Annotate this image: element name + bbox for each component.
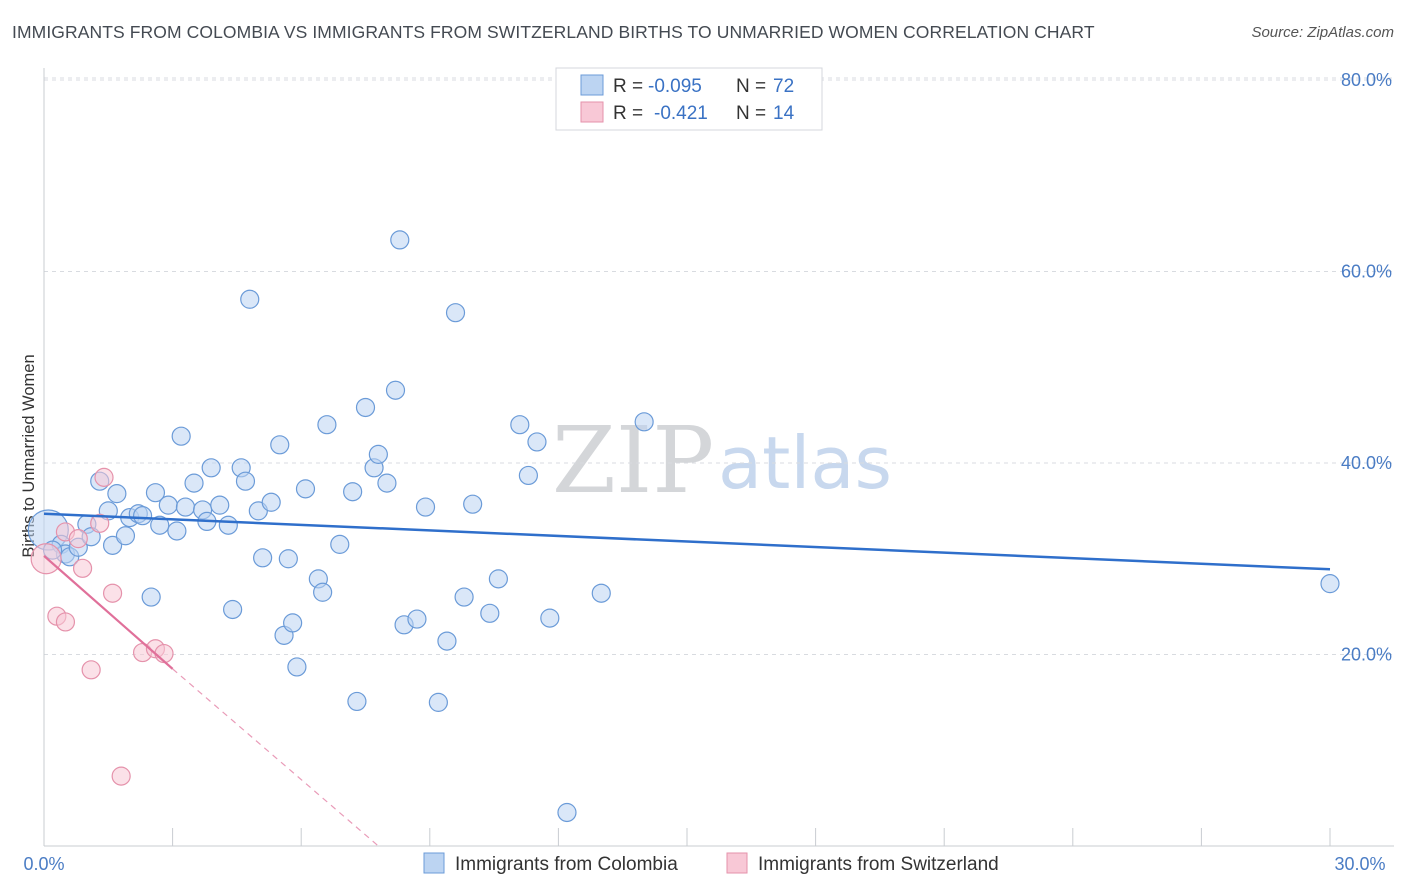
colombia-point xyxy=(261,492,281,512)
colombia-point xyxy=(235,471,256,491)
colombia-point xyxy=(540,608,560,628)
y-tick-labels: 20.0% 40.0% 60.0% 80.0% xyxy=(1341,70,1392,665)
legend-r-value-colombia: -0.095 xyxy=(648,76,702,97)
colombia-point xyxy=(150,515,170,535)
colombia-point xyxy=(445,303,466,323)
colombia-point xyxy=(557,802,577,823)
y-tick-label-20: 20.0% xyxy=(1341,645,1392,665)
colombia-point xyxy=(107,484,127,504)
colombia-point xyxy=(454,587,474,607)
bottom-legend-swatch-switzerland xyxy=(726,852,748,874)
switzerland-point xyxy=(154,643,174,664)
switzerland-point xyxy=(81,660,101,680)
colombia-point xyxy=(407,609,427,629)
correlation-legend: R = -0.095 N = 72 R = -0.421 N = 14 xyxy=(555,67,823,131)
colombia-series xyxy=(27,230,1340,823)
colombia-point xyxy=(145,483,166,503)
colombia-point xyxy=(253,548,273,568)
colombia-point xyxy=(510,415,530,435)
colombia-point xyxy=(1320,574,1340,594)
gridlines xyxy=(44,77,1394,655)
colombia-point xyxy=(223,599,243,620)
y-tick-label-40: 40.0% xyxy=(1341,453,1392,473)
switzerland-point xyxy=(90,513,110,533)
colombia-point xyxy=(132,506,153,526)
colombia-point xyxy=(270,435,290,455)
colombia-point xyxy=(428,692,448,712)
colombia-point xyxy=(385,380,406,400)
colombia-point xyxy=(488,569,508,589)
colombia-point xyxy=(171,426,191,446)
watermark-zip: ZIP xyxy=(552,407,714,514)
colombia-point xyxy=(591,583,611,603)
colombia-point xyxy=(201,458,221,478)
legend-r-label-colombia: R = xyxy=(613,76,643,97)
colombia-point xyxy=(317,415,337,435)
switzerland-trend-extension xyxy=(172,668,379,847)
colombia-point xyxy=(175,497,196,517)
colombia-point xyxy=(115,526,136,546)
switzerland-point xyxy=(72,558,93,578)
bottom-legend-colombia: Immigrants from Colombia xyxy=(455,854,678,875)
colombia-point xyxy=(377,473,397,493)
legend-swatch-colombia xyxy=(580,74,604,96)
colombia-point xyxy=(141,587,161,607)
colombia-point xyxy=(390,230,410,250)
colombia-point xyxy=(415,497,436,517)
chart-title: IMMIGRANTS FROM COLOMBIA VS IMMIGRANTS F… xyxy=(12,22,1095,42)
x-tick-label-min: 0.0% xyxy=(23,854,64,874)
switzerland-point xyxy=(55,612,76,632)
colombia-point xyxy=(480,603,500,623)
switzerland-point xyxy=(94,467,114,487)
legend-n-label-switzerland: N = xyxy=(736,103,766,124)
bottom-legend-switzerland: Immigrants from Switzerland xyxy=(758,854,999,875)
colombia-point xyxy=(158,495,178,515)
switzerland-point xyxy=(102,583,123,603)
colombia-point xyxy=(355,397,376,418)
colombia-point xyxy=(240,289,260,309)
legend-r-label-switzerland: R = xyxy=(613,103,643,124)
switzerland-point xyxy=(68,529,88,549)
colombia-point xyxy=(634,412,654,432)
colombia-point xyxy=(368,444,388,464)
colombia-point xyxy=(313,582,333,602)
colombia-point xyxy=(463,494,483,514)
colombia-point xyxy=(330,534,350,554)
colombia-point xyxy=(184,473,204,493)
colombia-point xyxy=(210,495,230,515)
trend-lines xyxy=(43,512,1331,847)
legend-n-value-switzerland: 14 xyxy=(773,103,795,124)
colombia-point xyxy=(527,432,547,452)
x-ticks xyxy=(43,828,1331,846)
legend-swatch-switzerland xyxy=(580,101,604,123)
colombia-point xyxy=(518,465,538,486)
legend-n-value-colombia: 72 xyxy=(773,76,794,97)
x-tick-label-max: 30.0% xyxy=(1334,854,1385,874)
series-legend: Immigrants from Colombia Immigrants from… xyxy=(423,852,999,875)
colombia-point xyxy=(218,515,238,535)
source-credit: Source: ZipAtlas.com xyxy=(1251,24,1394,41)
colombia-trend-line xyxy=(43,512,1331,571)
bottom-legend-swatch-colombia xyxy=(423,852,445,874)
colombia-point xyxy=(343,482,363,502)
switzerland-point xyxy=(111,766,131,786)
legend-r-value-switzerland: -0.421 xyxy=(654,103,708,124)
colombia-point xyxy=(278,549,298,569)
colombia-point xyxy=(102,535,123,555)
colombia-point xyxy=(347,691,367,712)
y-axis-title: Births to Unmarried Women xyxy=(20,354,38,557)
colombia-point xyxy=(437,631,457,651)
colombia-point xyxy=(167,521,187,541)
colombia-point xyxy=(287,657,307,677)
y-tick-label-80: 80.0% xyxy=(1341,70,1392,90)
y-tick-label-60: 60.0% xyxy=(1341,262,1392,282)
colombia-point xyxy=(295,479,316,499)
legend-n-label-colombia: N = xyxy=(736,76,766,97)
switzerland-trend-line xyxy=(43,555,174,670)
colombia-point xyxy=(283,613,303,633)
